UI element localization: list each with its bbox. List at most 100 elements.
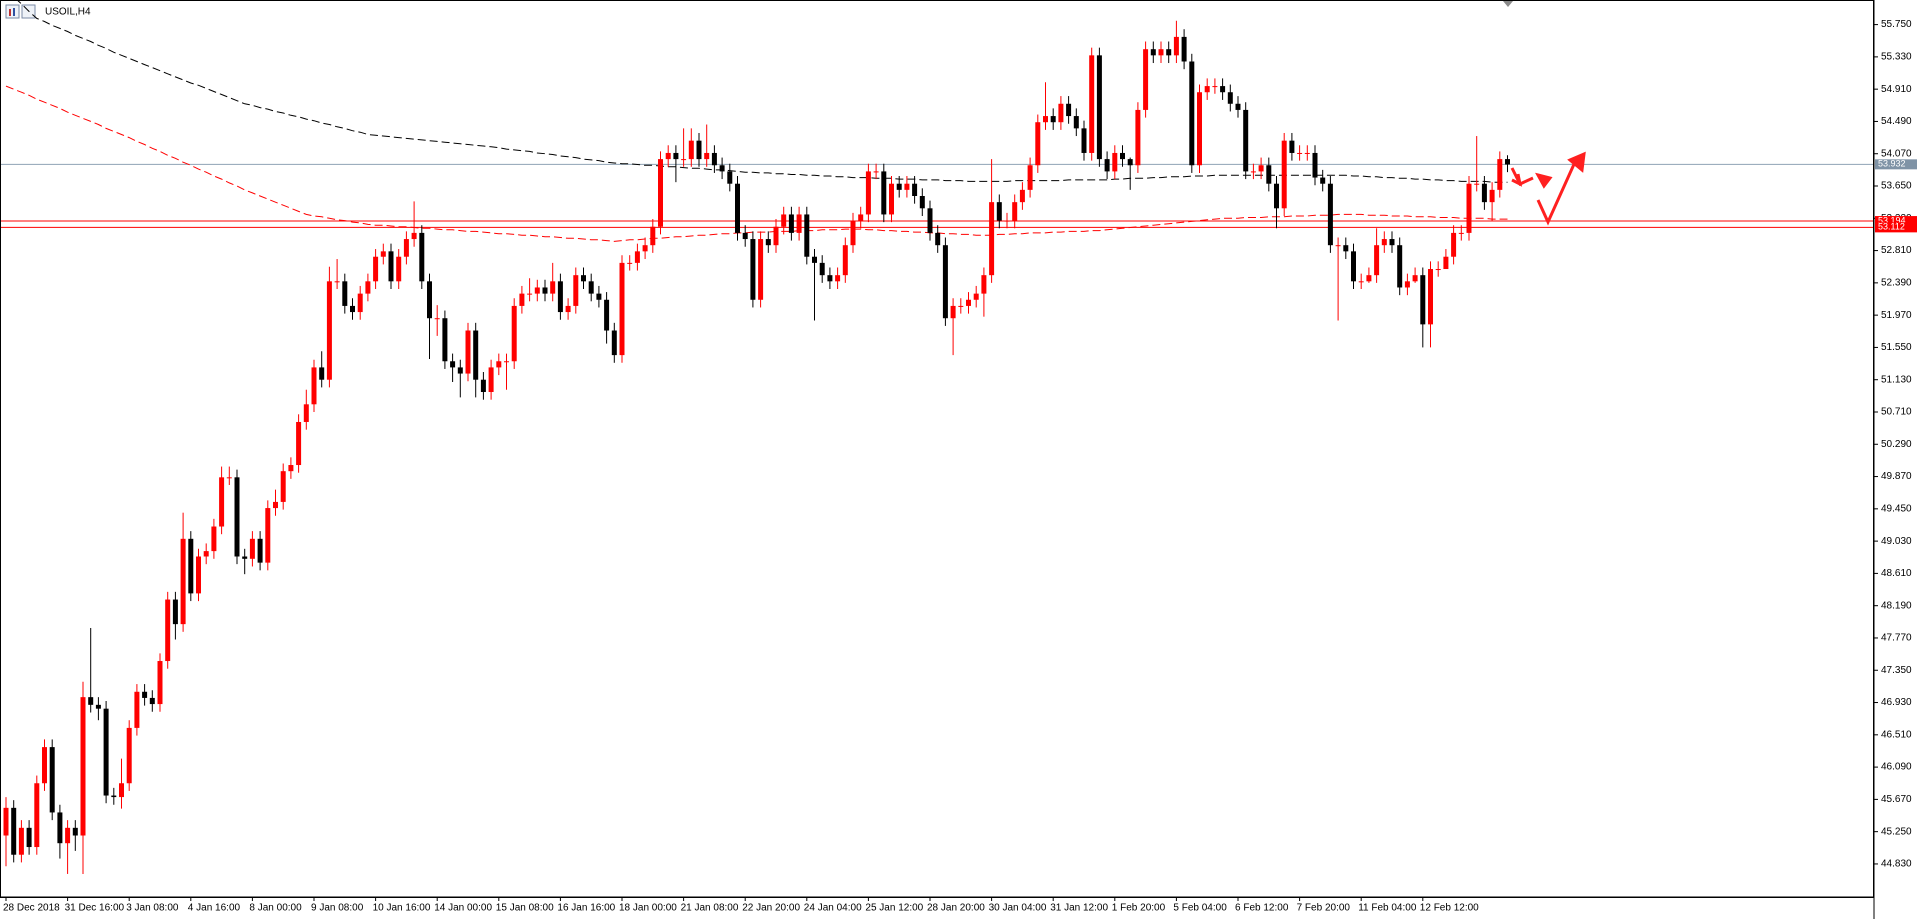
candle-body [912, 183, 918, 197]
price-tag-label: 53.932 [1878, 159, 1906, 169]
candle-body [1058, 103, 1064, 123]
candle-body [280, 471, 286, 502]
candle-body [1204, 86, 1210, 93]
candle-body [596, 293, 602, 300]
candle-body [350, 305, 355, 313]
candle-body [288, 465, 294, 472]
candle-body [80, 697, 86, 836]
candle-body [3, 807, 9, 836]
x-tick-label: 14 Jan 00:00 [434, 903, 492, 914]
price-tag [1875, 222, 1917, 233]
x-tick-label: 22 Jan 20:00 [742, 903, 800, 914]
x-tick-label: 28 Jan 20:00 [927, 903, 985, 914]
candle-body [1497, 159, 1503, 190]
candle-body [296, 421, 302, 466]
candle-body [650, 226, 656, 246]
candle-body [1212, 86, 1218, 88]
candle-body [673, 152, 679, 160]
candle-body [527, 293, 533, 295]
y-tick-label: 54.910 [1881, 84, 1912, 95]
candle-body [188, 538, 194, 594]
candle-body [1250, 171, 1256, 173]
candle-body [42, 747, 47, 784]
candle-body [180, 538, 186, 625]
candle-body [1481, 183, 1487, 203]
candle-body [865, 171, 871, 215]
candle-body [149, 697, 155, 705]
candle-body [1420, 275, 1426, 325]
candle-body [396, 256, 402, 282]
y-tick-label: 45.250 [1881, 826, 1912, 837]
candle-body [719, 165, 725, 172]
candle-body [434, 318, 440, 320]
candle-body [1335, 245, 1341, 247]
candle-body [442, 318, 448, 362]
candle-body [750, 239, 756, 300]
candle-body [1297, 152, 1303, 154]
candle-body [1266, 165, 1272, 184]
y-tick-label: 50.710 [1881, 407, 1912, 418]
candle-body [1451, 232, 1457, 257]
candle-body [1243, 109, 1249, 172]
x-tick-label: 10 Jan 16:00 [373, 903, 431, 914]
forecast-arrows [1510, 151, 1586, 226]
candle-body [1304, 152, 1310, 154]
x-tick-label: 24 Jan 04:00 [804, 903, 862, 914]
candle-body [634, 251, 640, 263]
candle-body [881, 171, 887, 215]
candle-body [488, 367, 494, 393]
candle-body [996, 202, 1002, 221]
candle-body [142, 691, 148, 698]
candle-body [1466, 183, 1472, 233]
candle-body [26, 827, 32, 848]
candle-body [1443, 256, 1449, 270]
candle-body [1381, 239, 1387, 246]
candle-body [1327, 183, 1333, 246]
candle-body [896, 183, 902, 190]
y-tick-label: 47.350 [1881, 665, 1912, 676]
candle-body [380, 251, 386, 257]
candle-body [981, 275, 987, 294]
candle-body [1104, 159, 1110, 172]
y-tick-label: 44.830 [1881, 859, 1912, 870]
candle-body [388, 251, 394, 282]
candle-body [1127, 159, 1133, 166]
candle-body [1019, 189, 1025, 203]
candle-body [504, 361, 509, 363]
x-tick-label: 8 Jan 00:00 [249, 903, 302, 914]
x-tick-label: 9 Jan 08:00 [311, 903, 364, 914]
candle-body [1035, 122, 1041, 166]
y-tick-label: 49.870 [1881, 471, 1912, 482]
candle-body [450, 361, 456, 368]
candle-body [1227, 92, 1233, 104]
candle-body [18, 827, 24, 855]
candle-body [1435, 269, 1441, 271]
candle-body [403, 239, 409, 257]
candle-body [873, 171, 879, 173]
candle-body [812, 256, 817, 263]
candle-body [1066, 103, 1072, 117]
candle-body [72, 827, 78, 836]
candle-body [835, 275, 841, 282]
candle-body [1358, 281, 1364, 283]
candle-body [249, 538, 255, 559]
x-tick-label: 1 Feb 20:00 [1112, 903, 1166, 914]
candle-body [111, 795, 117, 798]
candle-body [1374, 245, 1380, 276]
x-tick-label: 16 Jan 16:00 [557, 903, 615, 914]
candle-body [419, 232, 425, 282]
candle-body [273, 501, 278, 509]
candle-body [119, 783, 124, 798]
candle-body [226, 477, 232, 479]
candle-body [357, 293, 363, 313]
candle-body [827, 275, 833, 282]
candle-body [303, 404, 309, 422]
candle-body [1027, 165, 1033, 190]
candle-body [1258, 165, 1264, 172]
candle-body [627, 262, 633, 264]
price-tag-label: 53.112 [1878, 222, 1905, 232]
candle-body [581, 275, 586, 282]
candle-body [1096, 55, 1102, 160]
